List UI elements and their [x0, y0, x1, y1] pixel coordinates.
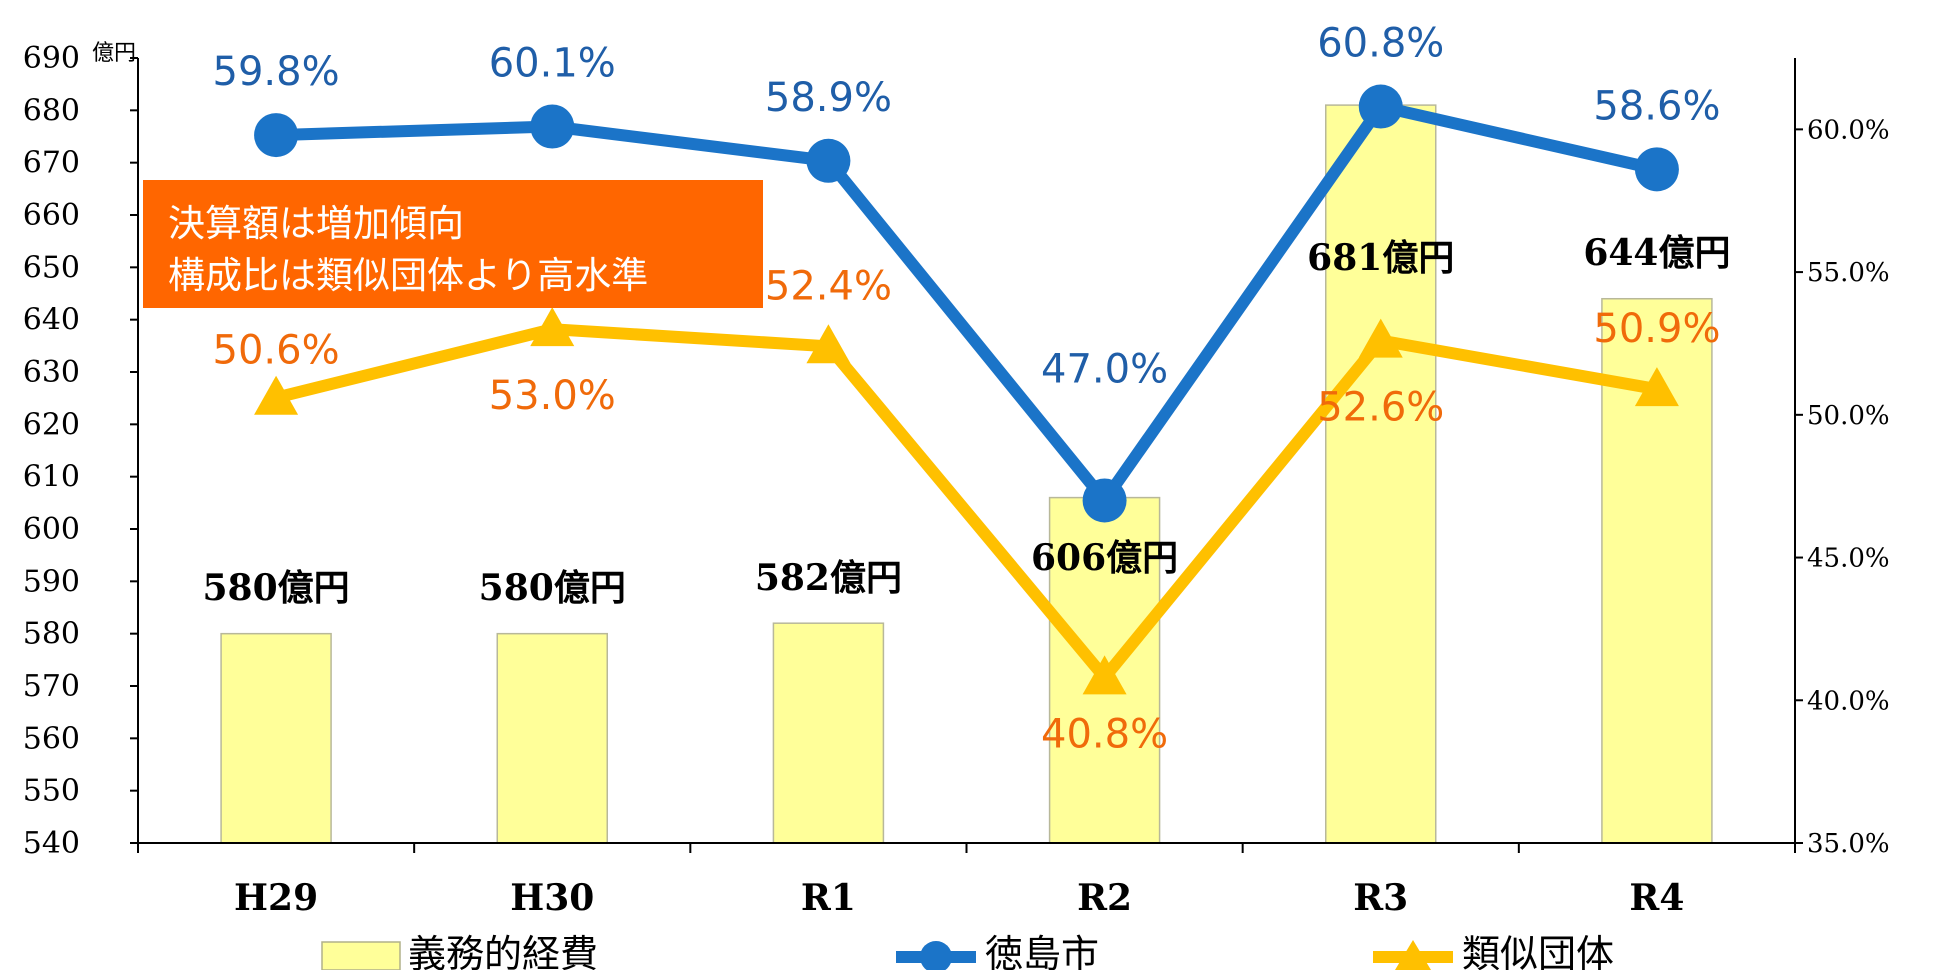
line-value-label: 50.6% — [213, 328, 340, 374]
line-value-label: 58.6% — [1593, 83, 1720, 129]
line-value-label: 40.8% — [1041, 711, 1168, 757]
bar-value-label: 606億円 — [1031, 537, 1178, 579]
right-tick-label: 60.0% — [1807, 115, 1890, 145]
category-label: R4 — [1629, 877, 1684, 919]
left-tick-label: 650 — [23, 250, 80, 285]
legend-bar-label: 義務的経費 — [408, 932, 598, 970]
right-tick-label: 35.0% — [1807, 829, 1890, 859]
left-tick-label: 590 — [23, 564, 80, 599]
series-point — [1358, 84, 1403, 129]
line-value-label: 47.0% — [1041, 346, 1168, 392]
left-tick-label: 580 — [23, 617, 80, 652]
series-line — [274, 323, 1658, 684]
line-value-label: 52.6% — [1317, 385, 1444, 431]
right-tick-label: 55.0% — [1807, 258, 1890, 288]
series-point — [1358, 318, 1403, 358]
series-point — [530, 307, 575, 347]
line-value-label: 59.8% — [213, 49, 340, 95]
bar-value-label: 580億円 — [203, 567, 350, 609]
left-tick-label: 630 — [23, 355, 80, 390]
left-tick-label: 620 — [23, 407, 80, 442]
series-point — [806, 138, 851, 183]
bar-value-label: 582億円 — [755, 557, 902, 599]
series-point — [254, 375, 299, 415]
line-value-label: 50.9% — [1593, 306, 1720, 352]
legend-line1-marker — [920, 941, 952, 970]
bar-value-label: 580億円 — [479, 567, 626, 609]
series-point — [1634, 367, 1679, 407]
annotation-background — [143, 180, 763, 308]
legend: 義務的経費 徳島市 類似団体 — [321, 932, 1614, 970]
series-point — [806, 324, 851, 364]
bar — [1325, 104, 1437, 844]
category-label: H29 — [234, 877, 318, 919]
line-value-label: 52.4% — [765, 263, 892, 309]
series-point — [254, 113, 299, 158]
series-line — [275, 100, 1659, 507]
annotation-box: 決算額は増加傾向 構成比は類似団体より高水準 — [143, 180, 763, 308]
right-tick-label: 40.0% — [1807, 686, 1890, 716]
left-tick-label: 670 — [23, 146, 80, 181]
series-point — [1082, 478, 1127, 523]
left-tick-label: 540 — [23, 826, 80, 861]
category-label: H30 — [510, 877, 594, 919]
right-tick-label: 45.0% — [1807, 544, 1890, 574]
left-tick-label: 560 — [23, 721, 80, 756]
left-tick-label: 610 — [23, 460, 80, 495]
bar — [220, 632, 332, 844]
bar-value-label: 681億円 — [1307, 237, 1454, 279]
line-value-label: 60.8% — [1317, 21, 1444, 67]
left-tick-label: 680 — [23, 93, 80, 128]
left-tick-label: 690 — [23, 41, 80, 76]
left-tick-label: 640 — [23, 303, 80, 338]
series-point — [1634, 147, 1679, 192]
left-axis-unit: 億円 — [92, 41, 136, 66]
series-point — [1082, 655, 1127, 695]
left-tick-label: 570 — [23, 669, 80, 704]
category-label: R1 — [801, 877, 856, 919]
series-point — [530, 104, 575, 149]
left-tick-label: 550 — [23, 774, 80, 809]
bar-value-label: 644億円 — [1583, 232, 1730, 274]
annotation-line-2: 構成比は類似団体より高水準 — [168, 254, 648, 297]
bar — [496, 632, 608, 844]
legend-line1-label: 徳島市 — [985, 932, 1099, 970]
category-label: R3 — [1353, 877, 1408, 919]
annotation-line-1: 決算額は増加傾向 — [168, 202, 464, 245]
bar — [772, 622, 885, 844]
line-value-label: 53.0% — [489, 373, 616, 419]
category-label: R2 — [1077, 877, 1132, 919]
left-tick-label: 600 — [23, 512, 80, 547]
legend-line2-label: 類似団体 — [1462, 932, 1614, 970]
left-tick-label: 660 — [23, 198, 80, 233]
line-value-label: 60.1% — [489, 41, 616, 87]
right-tick-label: 50.0% — [1807, 401, 1890, 431]
legend-line2-marker — [1395, 940, 1431, 970]
legend-bar-swatch — [321, 941, 401, 970]
line-value-label: 58.9% — [765, 75, 892, 121]
